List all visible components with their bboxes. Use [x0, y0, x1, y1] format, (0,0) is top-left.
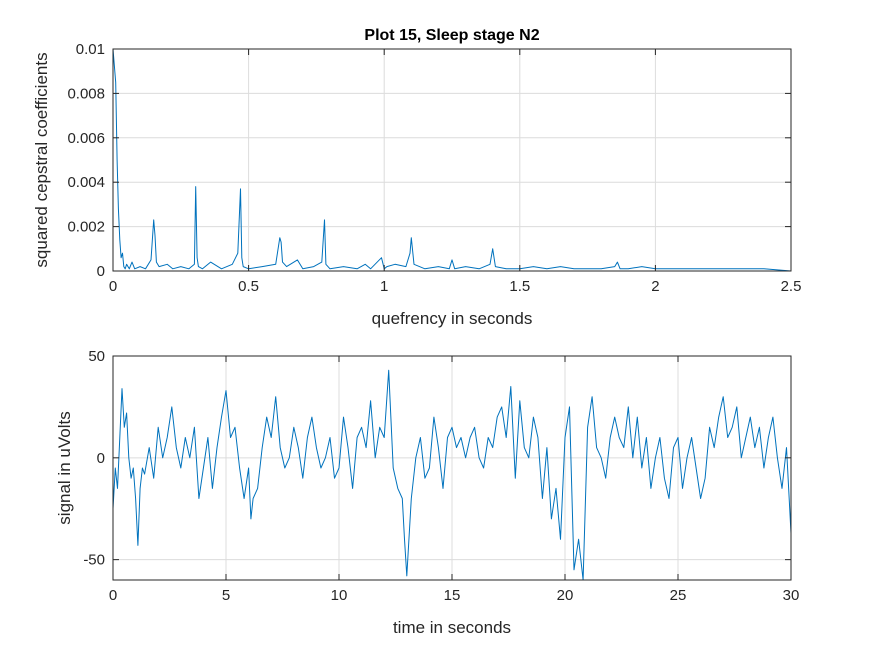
y-tick-label: 0: [97, 263, 105, 280]
x-tick-label: 0: [109, 278, 117, 295]
x-tick-label: 30: [783, 587, 800, 604]
x-tick-label: 20: [557, 587, 574, 604]
y-tick-label: 0.004: [67, 174, 105, 191]
y-tick-label: 0.008: [67, 85, 105, 102]
x-tick-label: 1: [380, 278, 388, 295]
x-tick-label: 10: [331, 587, 348, 604]
cepstrum-plot: 0 0.5 1 1.5 2 2.5 0 0.002 0.004 0.006 0.008 0.01 que…: [32, 27, 801, 328]
chart-title: Plot 15, Sleep stage N2: [364, 27, 539, 44]
y-tick-label: -50: [83, 552, 105, 569]
y-tick-label: 0: [97, 450, 105, 467]
x-tick-label: 0: [109, 587, 117, 604]
data-series-line: [112, 48, 792, 272]
x-tick-label: 15: [444, 587, 461, 604]
data-series-line: [112, 369, 792, 581]
x-axis-label: quefrency in seconds: [372, 309, 533, 328]
x-tick-label: 5: [222, 587, 230, 604]
y-tick-label: 0.002: [67, 219, 105, 236]
y-tick-label: 0.01: [76, 41, 105, 58]
y-axis-label: squared cepstral coefficients: [32, 52, 51, 267]
x-tick-label: 2: [651, 278, 659, 295]
y-tick-label: 0.006: [67, 130, 105, 147]
y-axis-label: signal in uVolts: [55, 411, 74, 524]
x-tick-label: 25: [670, 587, 687, 604]
signal-plot: 0 5 10 15 20 25 30 -50 0 50 time in seconds signal …: [55, 348, 799, 637]
x-tick-label: 1.5: [509, 278, 530, 295]
x-tick-label: 2.5: [781, 278, 802, 295]
y-tick-label: 50: [88, 348, 105, 365]
axes-box: [112, 48, 792, 272]
x-tick-label: 0.5: [238, 278, 259, 295]
x-axis-label: time in seconds: [393, 618, 511, 637]
